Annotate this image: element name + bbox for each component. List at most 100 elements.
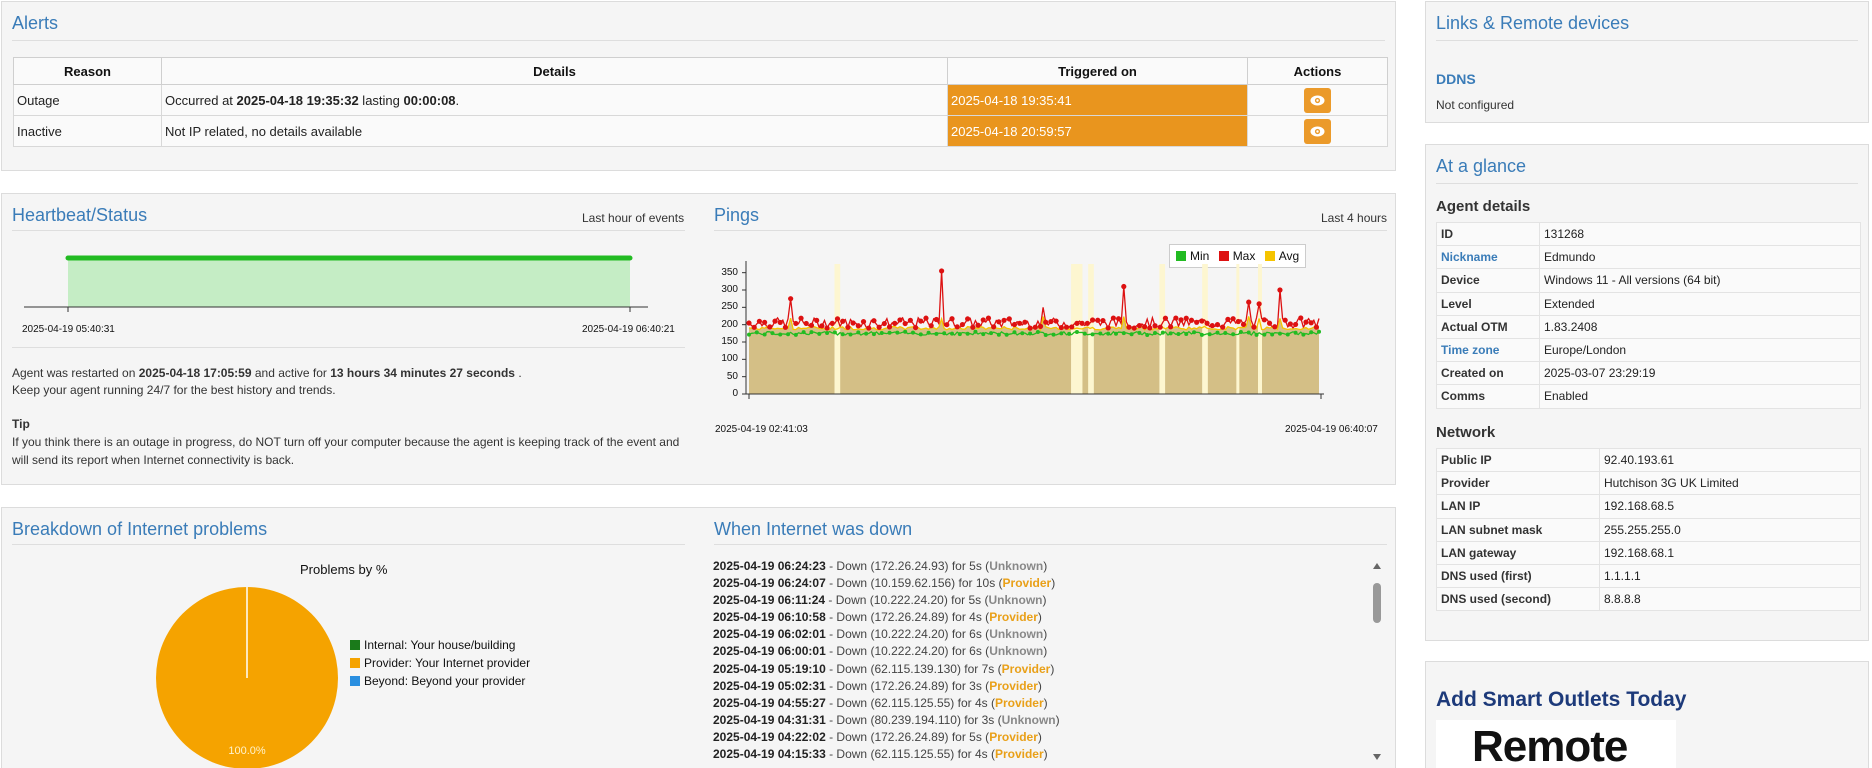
gap-band: [1236, 264, 1240, 394]
divider: [12, 40, 1385, 41]
max-point: [845, 324, 851, 330]
max-point: [933, 316, 939, 323]
legend-label-min: Min: [1190, 249, 1210, 263]
field-label[interactable]: Nickname: [1436, 245, 1540, 270]
min-point: [1317, 329, 1321, 334]
y-tick-label: 100: [721, 353, 738, 365]
max-point: [866, 325, 872, 331]
down-events-list: 2025-04-19 06:24:23 - Down (172.26.24.93…: [713, 558, 1373, 763]
max-point: [1037, 323, 1044, 329]
restart-info: Agent was restarted on 2025-04-18 17:05:…: [12, 366, 522, 380]
max-point: [850, 320, 856, 326]
list-item: 2025-04-19 06:11:24 - Down (10.222.24.20…: [713, 593, 1047, 608]
view-alert-button[interactable]: [1304, 87, 1331, 113]
table-row: Provider Hutchison 3G UK Limited: [1436, 471, 1861, 496]
avg-area: [749, 316, 1319, 394]
field-label: Device: [1436, 268, 1540, 293]
col-details: Details: [161, 57, 948, 85]
max-point: [1188, 317, 1195, 323]
max-point: [751, 324, 757, 330]
table-row: Device Windows 11 - All versions (64 bit): [1436, 268, 1861, 293]
scroll-up-arrow[interactable]: [1373, 563, 1381, 569]
tip-text: If you think there is an outage in progr…: [12, 435, 680, 467]
min-point: [1215, 330, 1220, 335]
max-point: [1303, 319, 1309, 325]
y-tick-label: 150: [721, 336, 738, 347]
list-item: 2025-04-19 06:02:01 - Down (10.222.24.20…: [713, 627, 1048, 642]
divider: [714, 230, 1387, 231]
pings-x-end: 2025-04-19 06:40:07: [1285, 424, 1378, 435]
max-point: [876, 324, 882, 330]
max-point: [1230, 316, 1236, 322]
max-point: [991, 324, 997, 330]
min-point: [754, 330, 759, 335]
min-point: [903, 329, 908, 334]
agent-details-table: ID 131268 Nickname Edmundo Device Windows 11 …: [1436, 221, 1861, 409]
min-point: [1160, 330, 1165, 335]
gap-band: [1071, 264, 1083, 394]
promo-title[interactable]: Add Smart Outlets Today: [1436, 688, 1687, 711]
triggered-cell: 2025-04-18 20:59:57: [947, 115, 1248, 147]
min-point: [832, 330, 837, 335]
min-point: [996, 332, 1001, 337]
max-point: [949, 316, 955, 322]
max-point: [1308, 320, 1314, 326]
min-point: [1168, 331, 1173, 336]
status-panel: Heartbeat/Status Last hour of events 202…: [1, 193, 1396, 485]
promo-image[interactable]: Remote: [1436, 720, 1676, 768]
min-point: [1059, 331, 1064, 336]
down-list-scrollbar[interactable]: [1371, 563, 1383, 768]
max-point: [944, 322, 950, 328]
pings-chart: [742, 261, 1324, 399]
min-point: [1254, 332, 1259, 337]
table-row: Inactive Not IP related, no details avai…: [13, 115, 1388, 147]
agent-details-heading: Agent details: [1436, 198, 1531, 215]
max-point: [777, 319, 783, 326]
legend-item-beyond: Beyond: Beyond your provider: [350, 672, 530, 690]
min-point: [1153, 330, 1158, 335]
heartbeat-range: Last hour of events: [582, 211, 685, 225]
divider: [714, 544, 1387, 545]
actions-cell: [1247, 115, 1388, 147]
ddns-link[interactable]: DDNS: [1436, 71, 1476, 87]
field-label: DNS used (second): [1436, 587, 1600, 612]
max-point: [897, 317, 903, 323]
min-point: [1270, 332, 1275, 337]
field-value: 1.83.2408: [1539, 314, 1861, 339]
min-point: [1231, 332, 1236, 337]
max-point: [1048, 318, 1054, 325]
min-point: [1137, 330, 1142, 335]
table-row: Outage Occurred at 2025-04-18 19:35:32 l…: [13, 84, 1388, 116]
min-point: [1199, 332, 1204, 337]
view-alert-button[interactable]: [1304, 118, 1331, 144]
max-point: [1204, 320, 1210, 326]
field-value: 1.1.1.1: [1599, 563, 1861, 589]
max-point: [980, 317, 986, 323]
legend-label-max: Max: [1232, 249, 1256, 263]
scrollbar-thumb[interactable]: [1373, 583, 1381, 623]
table-row: Time zone Europe/London: [1436, 337, 1861, 363]
list-item: 2025-04-19 05:02:31 - Down (172.26.24.89…: [713, 678, 1042, 693]
min-point: [1129, 332, 1134, 337]
col-triggered: Triggered on: [947, 57, 1248, 85]
max-point: [1011, 321, 1018, 328]
max-point: [1298, 315, 1304, 321]
table-row: LAN gateway 192.168.68.1: [1436, 540, 1861, 565]
max-point: [1209, 323, 1215, 329]
field-value: 92.40.193.61: [1599, 447, 1861, 473]
field-label[interactable]: Time zone: [1436, 337, 1540, 363]
max-point: [793, 320, 799, 327]
min-point: [957, 332, 962, 337]
scroll-down-arrow[interactable]: [1373, 754, 1381, 760]
max-point: [1142, 324, 1148, 330]
min-point: [1277, 331, 1282, 336]
max-point: [1225, 316, 1231, 322]
max-point: [1043, 319, 1049, 325]
field-value: Hutchison 3G UK Limited: [1599, 471, 1861, 496]
min-point: [1098, 331, 1103, 336]
legend-swatch-avg: [1264, 251, 1275, 261]
max-point: [762, 319, 768, 325]
min-point: [950, 331, 955, 336]
y-tick-label: 350: [721, 266, 738, 278]
table-row: LAN subnet mask 255.255.255.0: [1436, 517, 1861, 542]
